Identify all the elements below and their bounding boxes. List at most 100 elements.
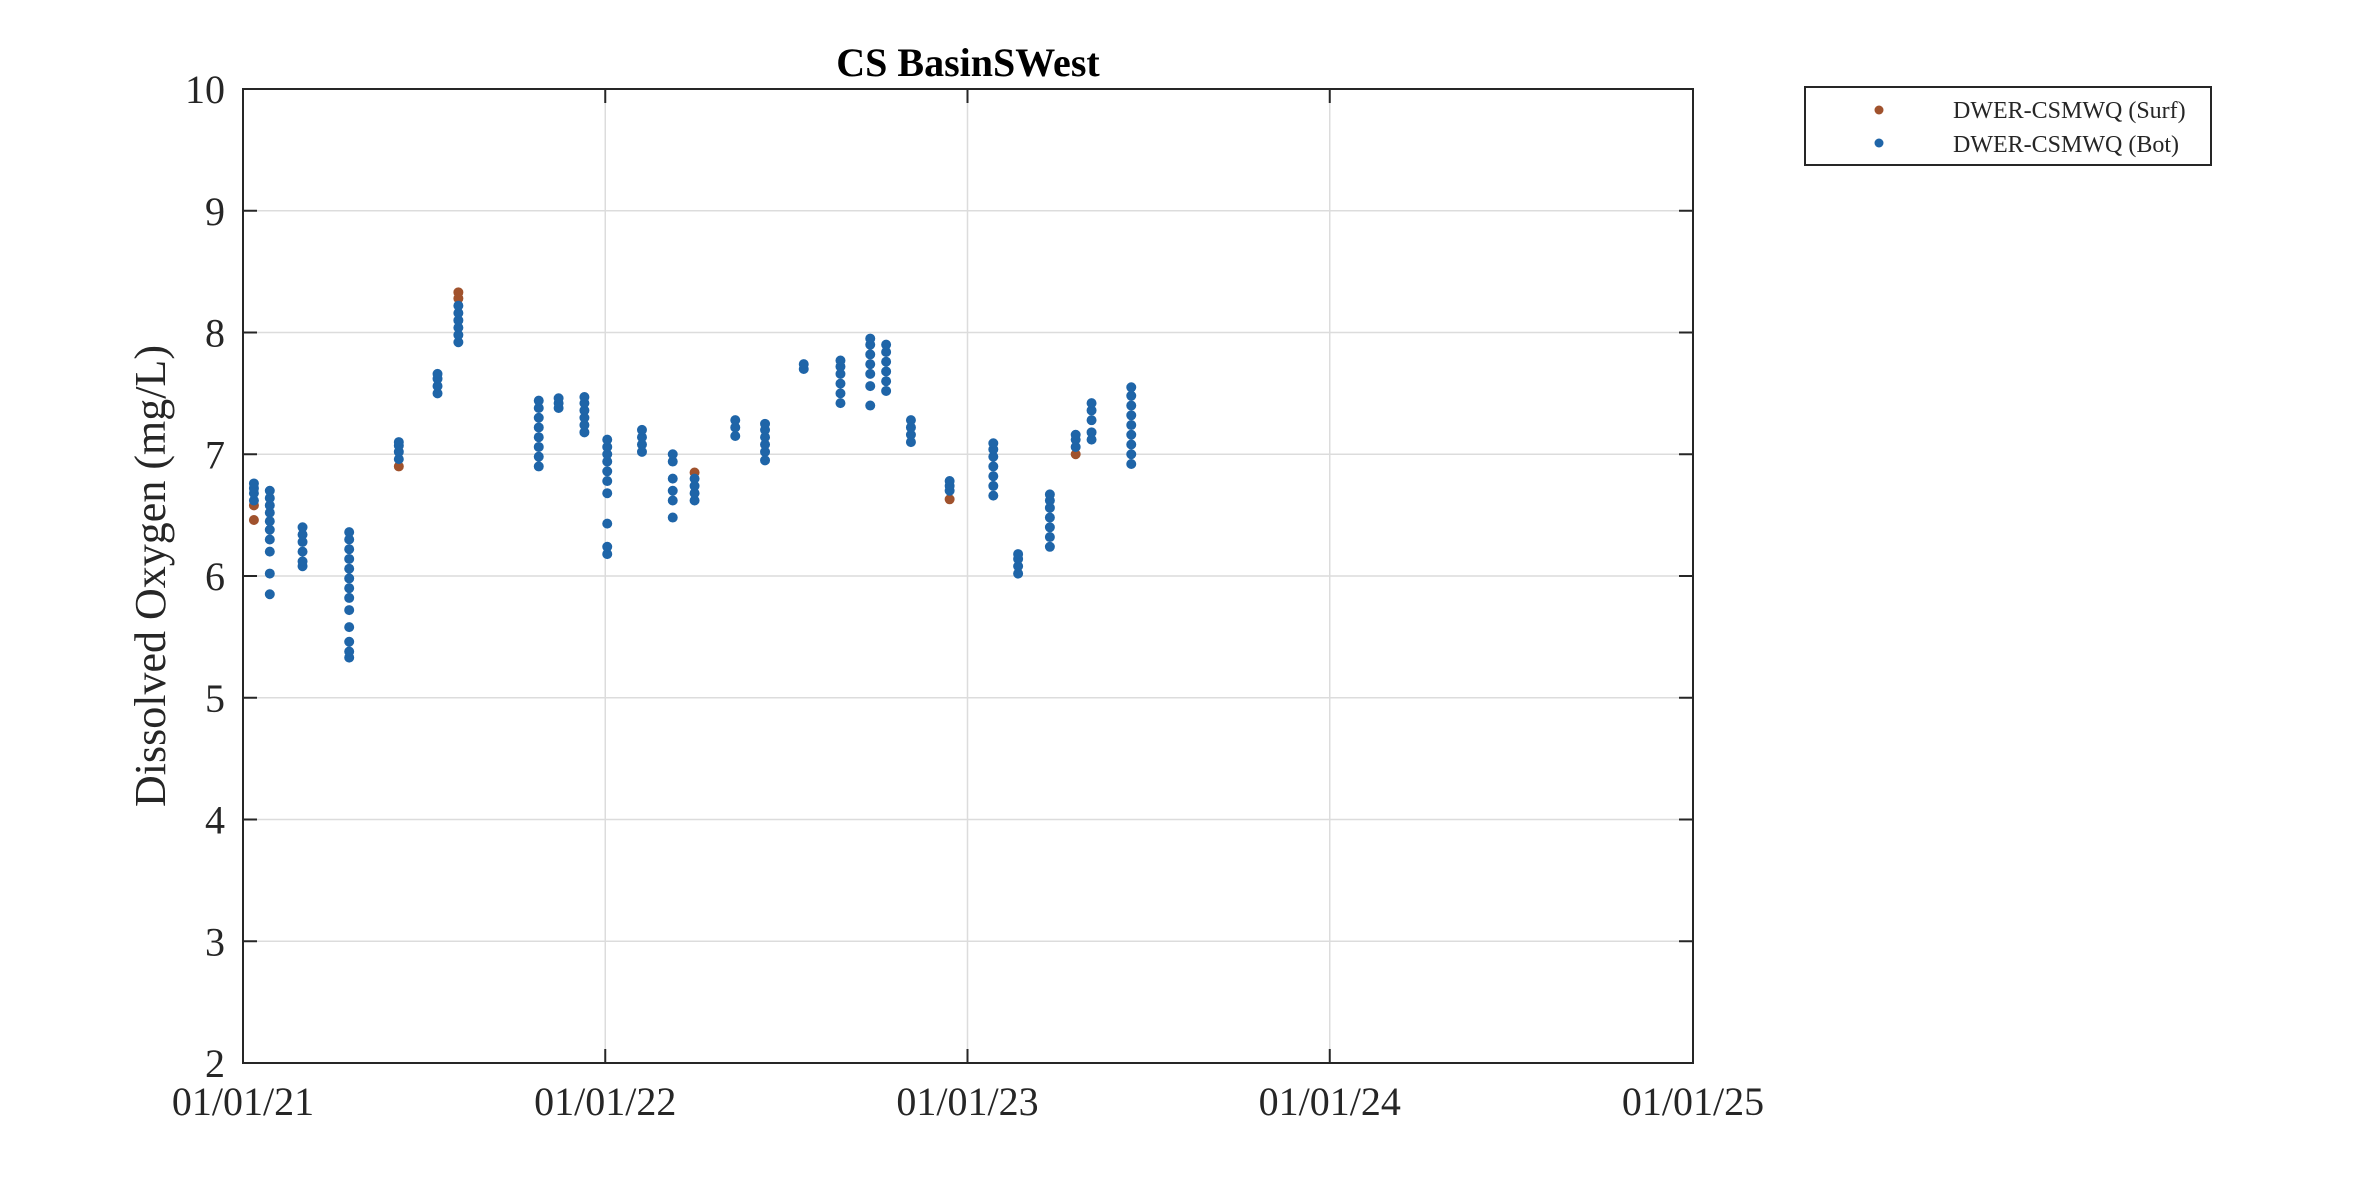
data-point	[248, 514, 259, 525]
data-point	[1126, 449, 1137, 460]
data-point	[533, 432, 544, 443]
data-point	[667, 473, 678, 484]
data-point	[1086, 398, 1097, 409]
data-point	[344, 636, 355, 647]
data-point	[944, 476, 955, 487]
data-point	[881, 385, 892, 396]
data-points	[248, 287, 1137, 663]
data-point	[453, 300, 464, 311]
data-point	[264, 524, 275, 535]
data-point	[248, 478, 259, 489]
legend-box	[1804, 86, 2212, 166]
data-point	[730, 415, 741, 426]
data-point	[344, 605, 355, 616]
legend-label-surf: DWER-CSMWQ (Surf)	[1953, 98, 2186, 124]
plot-frame	[242, 88, 1694, 1064]
data-point	[602, 488, 613, 499]
data-point	[865, 381, 876, 392]
x-tick-label: 01/01/23	[896, 1079, 1038, 1124]
legend-label-bot: DWER-CSMWQ (Bot)	[1953, 132, 2179, 158]
data-point	[760, 418, 771, 429]
y-tick-label: 3	[205, 919, 225, 964]
data-point	[533, 395, 544, 406]
data-point	[344, 646, 355, 657]
y-tick-label: 8	[205, 311, 225, 356]
grid-lines	[243, 89, 1693, 1063]
data-point	[835, 388, 846, 399]
data-point	[1070, 429, 1081, 440]
data-point	[344, 563, 355, 574]
data-point	[1126, 429, 1137, 440]
data-point	[881, 366, 892, 377]
data-point	[1126, 410, 1137, 421]
data-point	[393, 437, 404, 448]
data-point	[760, 455, 771, 466]
x-tick-label: 01/01/21	[172, 1079, 314, 1124]
data-point	[602, 541, 613, 552]
data-point	[988, 490, 999, 501]
data-point	[667, 512, 678, 523]
y-tick-labels: 2 3 4 5 6 7 8 9 10	[185, 67, 225, 1086]
y-tick-label: 5	[205, 676, 225, 721]
data-point	[730, 430, 741, 441]
y-tick-label: 6	[205, 554, 225, 599]
data-point	[579, 392, 590, 403]
data-point	[667, 485, 678, 496]
data-point	[533, 412, 544, 423]
data-point	[602, 466, 613, 477]
data-point	[944, 494, 955, 505]
data-point	[865, 400, 876, 411]
data-point	[602, 476, 613, 487]
data-point	[602, 518, 613, 529]
data-point	[264, 546, 275, 557]
data-point	[344, 527, 355, 538]
data-point	[1126, 382, 1137, 393]
legend: DWER-CSMWQ (Surf) DWER-CSMWQ (Bot)	[1804, 86, 2212, 166]
data-point	[667, 495, 678, 506]
data-point	[1126, 420, 1137, 431]
data-point	[881, 339, 892, 350]
data-point	[344, 573, 355, 584]
y-tick-label: 4	[205, 798, 225, 843]
data-point	[835, 378, 846, 389]
data-point	[1126, 458, 1137, 469]
data-point	[297, 546, 308, 557]
data-point	[988, 471, 999, 482]
data-point	[344, 622, 355, 633]
y-axis-title: Dissolved Oxygen (mg/L)	[126, 345, 175, 807]
data-point	[988, 438, 999, 449]
data-point	[1086, 427, 1097, 438]
data-point	[297, 556, 308, 567]
data-point	[1013, 549, 1024, 560]
data-point	[636, 424, 647, 435]
x-tick-labels: 01/01/21 01/01/22 01/01/23 01/01/24 01/01/25	[172, 1079, 1764, 1124]
data-point	[264, 485, 275, 496]
data-point	[344, 583, 355, 594]
y-tick-label: 2	[205, 1041, 225, 1086]
data-point	[297, 522, 308, 533]
data-point	[1044, 541, 1055, 552]
data-point	[264, 534, 275, 545]
y-tick-label: 10	[185, 67, 225, 112]
data-point	[432, 368, 443, 379]
data-point	[988, 461, 999, 472]
data-point	[533, 422, 544, 433]
legend-marker-bot	[1874, 138, 1884, 148]
data-point	[1044, 489, 1055, 500]
data-point	[881, 376, 892, 387]
data-point	[1044, 522, 1055, 533]
data-point	[264, 516, 275, 527]
data-point	[602, 434, 613, 445]
chart-title: CS BasinSWest	[836, 40, 1100, 85]
legend-marker-surf	[1874, 105, 1884, 115]
data-point	[689, 473, 700, 484]
data-point	[865, 349, 876, 360]
data-point	[1086, 415, 1097, 426]
data-point	[905, 415, 916, 426]
data-point	[1044, 532, 1055, 543]
x-tick-label: 01/01/24	[1259, 1079, 1401, 1124]
data-point	[881, 356, 892, 367]
data-point	[865, 368, 876, 379]
data-point	[865, 359, 876, 370]
